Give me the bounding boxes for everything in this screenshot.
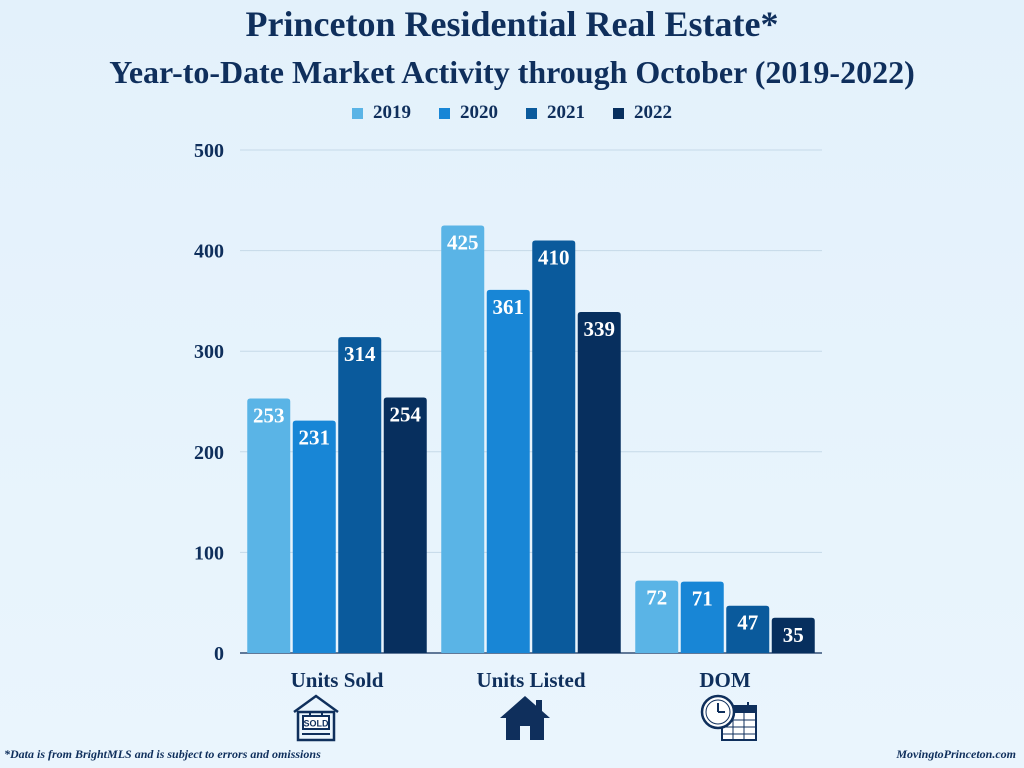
data-label: 253	[253, 403, 285, 427]
data-label: 410	[538, 246, 570, 270]
x-tick-label: Units Listed	[476, 668, 585, 692]
bar	[338, 337, 382, 653]
sold-sign-text: SOLD	[303, 719, 329, 729]
data-label: 71	[692, 587, 713, 611]
bar	[486, 289, 530, 653]
data-label: 361	[493, 295, 525, 319]
sold-sign-icon: SOLD	[293, 694, 339, 742]
bar	[577, 311, 621, 653]
house-icon	[500, 696, 550, 740]
legend-swatch-2021	[526, 107, 537, 119]
y-tick-label: 300	[194, 341, 224, 363]
chart-title: Princeton Residential Real Estate*	[245, 4, 779, 44]
legend-label-2021: 2021	[547, 102, 585, 123]
data-label: 47	[737, 611, 758, 635]
legend-item-2020: 2020	[439, 102, 498, 124]
legend-swatch-2019	[352, 107, 363, 119]
x-tick-label: Units Sold	[291, 668, 384, 692]
data-label: 425	[447, 230, 479, 254]
legend-label-2020: 2020	[460, 102, 498, 123]
y-tick-label: 100	[194, 542, 224, 564]
data-label: 35	[783, 623, 804, 647]
bar	[383, 397, 427, 653]
legend-swatch-2022	[613, 107, 624, 119]
source-credit: MovingtoPrinceton.com	[896, 747, 1016, 761]
y-tick-label: 200	[194, 442, 224, 464]
bar	[247, 398, 291, 653]
x-tick-label: DOM	[699, 668, 751, 692]
bar	[441, 225, 485, 653]
chart-subtitle: Year-to-Date Market Activity through Oct…	[109, 54, 915, 90]
bar	[771, 617, 815, 653]
data-label: 231	[299, 426, 331, 450]
data-label: 314	[344, 342, 376, 366]
data-label: 72	[646, 586, 667, 610]
bar	[635, 580, 679, 653]
bar	[292, 420, 336, 653]
footnote: *Data is from BrightMLS and is subject t…	[4, 747, 321, 761]
bar	[680, 581, 724, 653]
bar	[726, 605, 770, 653]
legend: 2019 2020 2021 2022	[0, 102, 1024, 124]
bar	[532, 240, 576, 654]
data-label: 339	[584, 317, 616, 341]
legend-item-2019: 2019	[352, 102, 411, 124]
legend-swatch-2020	[439, 107, 450, 119]
clock-calendar-icon	[700, 694, 757, 741]
legend-item-2021: 2021	[526, 102, 585, 124]
y-tick-label: 500	[194, 140, 224, 162]
legend-label-2022: 2022	[634, 102, 672, 123]
y-tick-label: 0	[214, 643, 224, 665]
data-label: 254	[390, 402, 422, 426]
y-tick-label: 400	[194, 241, 224, 263]
legend-label-2019: 2019	[373, 102, 411, 123]
legend-item-2022: 2022	[613, 102, 672, 124]
